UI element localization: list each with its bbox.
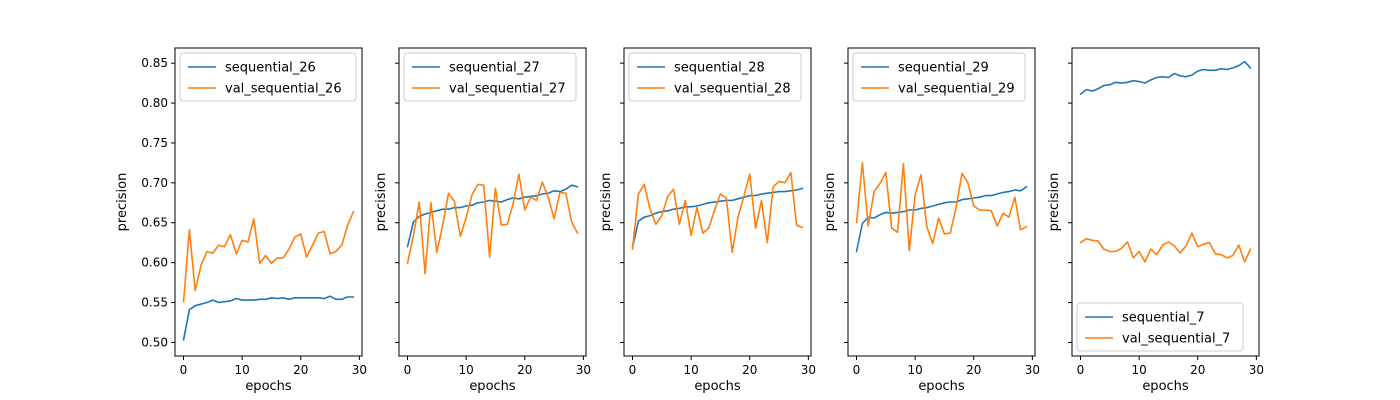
y-tick-label: 0.65: [141, 216, 168, 230]
x-tick-label: 30: [1025, 363, 1040, 377]
y-tick-label: 0.70: [141, 176, 168, 190]
series-line-train-2: [406, 184, 579, 248]
legend-entry: sequential_26: [225, 61, 316, 76]
x-tick-label: 0: [1077, 363, 1085, 377]
series-line-train-3: [631, 187, 804, 249]
legend-entry: val_sequential_29: [898, 82, 1015, 97]
x-tick-label: 0: [853, 363, 861, 377]
y-axis-label: precision: [599, 173, 614, 232]
x-tick-label: 20: [1190, 363, 1205, 377]
series-line-val-3: [631, 171, 804, 254]
y-axis-label: precision: [1047, 173, 1062, 232]
x-tick-label: 30: [576, 363, 591, 377]
y-tick-label: 0.75: [141, 136, 168, 150]
legend: sequential_27 val_sequential_27: [403, 52, 577, 102]
x-tick-label: 10: [458, 363, 473, 377]
series-line-val-4: [855, 162, 1028, 252]
x-tick-label: 20: [966, 363, 981, 377]
legend-box: [1076, 302, 1244, 352]
series-line-val-2: [406, 173, 579, 275]
legend: sequential_29 val_sequential_29: [852, 52, 1026, 102]
legend-entry: sequential_7: [1122, 311, 1205, 326]
x-tick-label: 30: [801, 363, 816, 377]
legend-box: [403, 52, 577, 102]
y-axis-label: precision: [823, 173, 838, 232]
legend-entry: sequential_27: [449, 61, 540, 76]
series-line-train-5: [1079, 60, 1252, 96]
axes-frame: [623, 47, 812, 357]
legend: sequential_7 val_sequential_7: [1076, 302, 1244, 352]
legend-entry: sequential_28: [674, 61, 765, 76]
x-tick-label: 10: [234, 363, 249, 377]
series-line-train-4: [855, 186, 1028, 253]
legend-entry: val_sequential_27: [449, 82, 566, 97]
x-tick-label: 30: [352, 363, 367, 377]
subplot-2: 0 10 20 30 epochs precision sequential_27 val_s…: [374, 47, 591, 394]
axes-frame: [847, 47, 1036, 357]
legend-entry: val_sequential_26: [225, 82, 342, 97]
axes-frame: [398, 47, 587, 357]
legend-box: [628, 52, 802, 102]
legend: sequential_28 val_sequential_28: [628, 52, 802, 102]
legend-box: [179, 52, 357, 102]
subplot-5: 0 10 20 30 epochs precision sequential_7 val_se…: [1047, 47, 1264, 394]
subplot-1: 0 10 20 30 0.50 0.55 0.60 0.65 0.70 0.75 0.80 0.85 e…: [115, 47, 367, 394]
y-tick-label: 0.60: [141, 256, 168, 270]
x-tick-label: 30: [1249, 363, 1264, 377]
x-axis-label: epochs: [1142, 379, 1189, 394]
x-axis-label: epochs: [918, 379, 965, 394]
series-line-val-5: [1079, 232, 1252, 263]
x-axis-label: epochs: [469, 379, 516, 394]
legend: sequential_26 val_sequential_26: [179, 52, 357, 102]
x-tick-label: 0: [404, 363, 412, 377]
x-tick-label: 0: [180, 363, 188, 377]
subplot-4: 0 10 20 30 epochs precision sequential_29 val_s…: [823, 47, 1040, 394]
x-tick-label: 0: [629, 363, 637, 377]
x-axis-label: epochs: [694, 379, 741, 394]
axes-frame: [174, 47, 363, 357]
y-axis-label: precision: [115, 173, 130, 232]
legend-box: [852, 52, 1026, 102]
subplot-3: 0 10 20 30 epochs precision sequential_28 val_s…: [599, 47, 816, 394]
legend-entry: val_sequential_28: [674, 82, 791, 97]
y-tick-label: 0.80: [141, 96, 168, 110]
series-line-train-1: [182, 295, 355, 341]
y-axis-label: precision: [374, 173, 389, 232]
x-tick-label: 10: [1131, 363, 1146, 377]
x-tick-label: 20: [517, 363, 532, 377]
legend-entry: val_sequential_7: [1122, 332, 1230, 347]
x-axis-label: epochs: [245, 379, 292, 394]
series-line-val-1: [182, 210, 355, 303]
x-tick-label: 10: [907, 363, 922, 377]
x-tick-label: 20: [293, 363, 308, 377]
x-tick-label: 10: [683, 363, 698, 377]
y-tick-label: 0.55: [141, 296, 168, 310]
y-tick-label: 0.50: [141, 335, 168, 349]
legend-entry: sequential_29: [898, 61, 989, 76]
y-tick-label: 0.85: [141, 56, 168, 70]
x-tick-label: 20: [742, 363, 757, 377]
axes-frame: [1071, 47, 1260, 357]
